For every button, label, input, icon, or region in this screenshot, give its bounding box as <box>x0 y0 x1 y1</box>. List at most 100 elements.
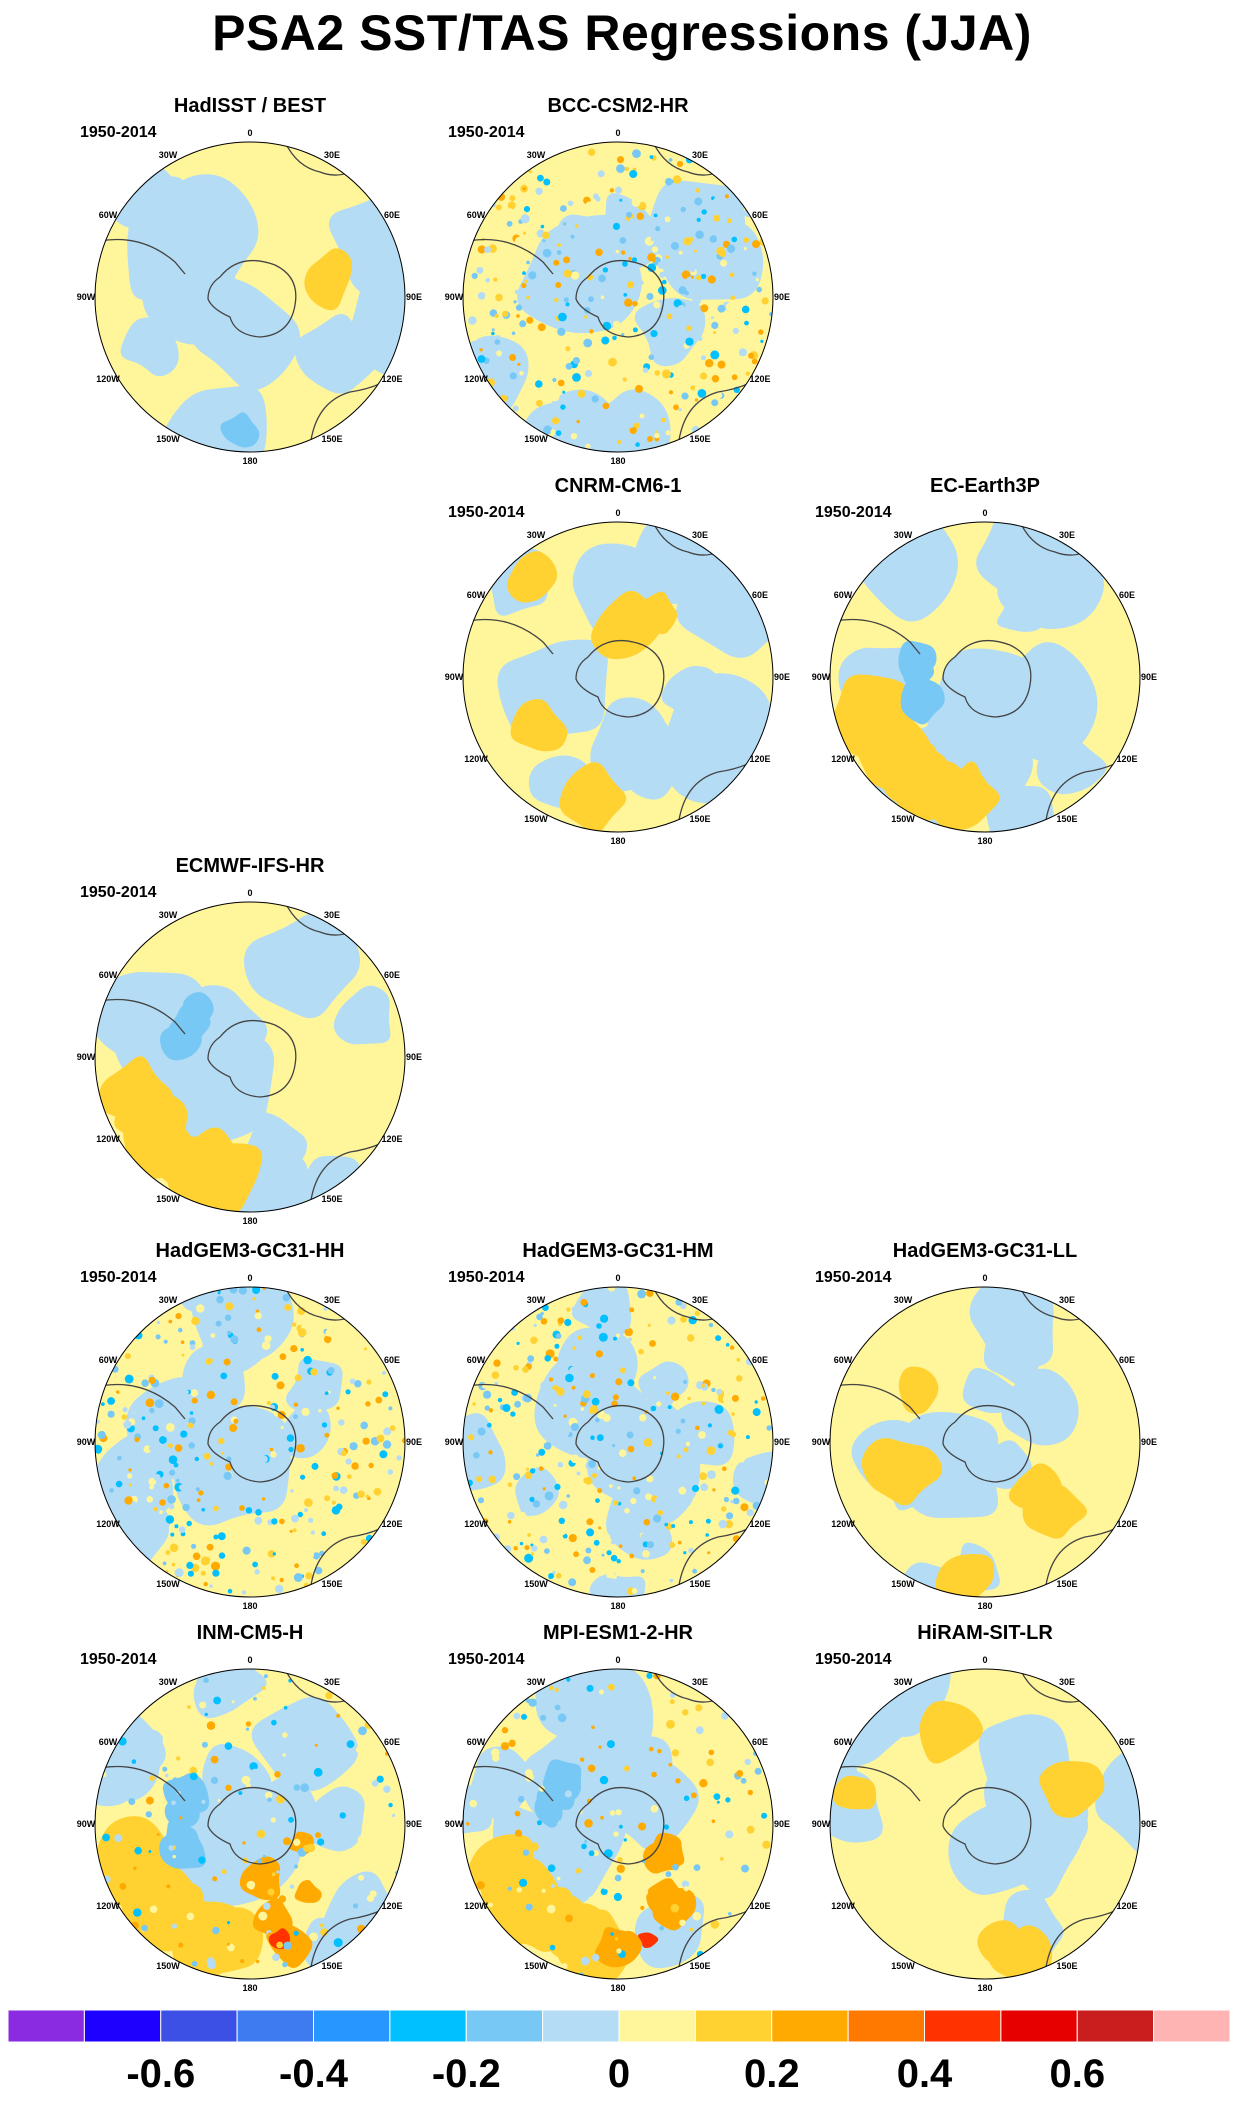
anomaly-speckle <box>637 1289 646 1299</box>
colorbar-swatch <box>847 2010 926 2043</box>
anomaly-speckle <box>568 1578 577 1587</box>
anomaly-speckle <box>586 1528 595 1537</box>
anomaly-speckle <box>695 230 704 239</box>
anomaly-speckle <box>655 1497 663 1505</box>
anomaly-speckle <box>666 1719 675 1729</box>
anomaly-speckle <box>705 1518 711 1524</box>
anomaly-speckle <box>201 1799 206 1804</box>
anomaly-speckle <box>179 1889 183 1893</box>
longitude-label: 60W <box>834 590 853 600</box>
anomaly-speckle <box>705 359 714 368</box>
anomaly-speckle <box>336 1713 341 1718</box>
longitude-label: 60W <box>99 970 118 980</box>
anomaly-speckle <box>700 273 707 280</box>
anomaly-speckle <box>746 1825 755 1834</box>
negative-anomaly-region <box>661 666 722 720</box>
anomaly-speckle <box>526 295 530 300</box>
panel-period: 1950-2014 <box>448 504 525 521</box>
anomaly-speckle <box>586 1838 594 1846</box>
anomaly-speckle <box>685 337 694 346</box>
anomaly-speckle <box>165 1515 175 1524</box>
anomaly-speckle <box>212 1926 220 1935</box>
anomaly-speckle <box>289 1884 295 1889</box>
anomaly-speckle <box>562 390 566 394</box>
antarctica-coastline <box>942 639 1032 718</box>
anomaly-speckle <box>670 1392 680 1401</box>
anomaly-speckle <box>639 1414 647 1422</box>
longitude-label: 30W <box>894 530 913 540</box>
anomaly-speckle <box>524 383 531 390</box>
anomaly-speckle <box>194 1456 199 1462</box>
anomaly-speckle <box>592 1953 600 1962</box>
anomaly-speckle <box>312 1552 320 1560</box>
anomaly-speckle <box>149 1484 154 1490</box>
anomaly-speckle <box>542 1487 546 1491</box>
anomaly-speckle <box>133 1908 142 1917</box>
anomaly-speckle <box>688 1547 694 1554</box>
anomaly-speckle <box>503 1545 512 1553</box>
longitude-label: 90W <box>812 672 831 682</box>
anomaly-speckle <box>684 290 689 296</box>
anomaly-speckle <box>583 1556 591 1565</box>
anomaly-speckle <box>383 1427 392 1436</box>
negative-anomaly-region <box>997 592 1045 632</box>
anomaly-speckle <box>144 1366 150 1372</box>
anomaly-speckle <box>700 372 708 380</box>
anomaly-speckle <box>266 1400 271 1406</box>
longitude-label: 30E <box>324 910 340 920</box>
anomaly-speckle <box>646 1477 652 1483</box>
anomaly-speckle <box>145 1398 155 1408</box>
longitude-label: 150E <box>321 434 342 444</box>
anomaly-speckle <box>613 1500 619 1506</box>
map-panel: HadGEM3-GC31-HH 1950-2014 0 30E 60E 90E 120E 15… <box>60 1240 422 1620</box>
anomaly-speckle <box>216 1295 224 1304</box>
anomaly-speckle <box>497 1397 503 1403</box>
longitude-label: 120E <box>749 374 770 384</box>
anomaly-speckle <box>349 1378 356 1384</box>
anomaly-speckle <box>491 328 495 332</box>
map-panel: HiRAM-SIT-LR 1950-2014 0 30E 60E 90E 120E 150E 1… <box>795 1622 1157 2002</box>
anomaly-speckle <box>270 1817 276 1823</box>
panel-title: HadGEM3-GC31-LL <box>892 1240 1078 1262</box>
anomaly-speckle <box>596 1323 602 1329</box>
anomaly-speckle <box>148 1477 157 1486</box>
anomaly-speckle <box>686 325 692 331</box>
anomaly-speckle <box>606 1740 615 1749</box>
positive-anomaly-region <box>510 698 568 752</box>
anomaly-speckle <box>149 1905 158 1914</box>
anomaly-speckle <box>550 1883 555 1889</box>
longitude-label: 30W <box>159 1677 178 1687</box>
negative-anomaly-region <box>585 1742 699 1852</box>
anomaly-speckle <box>146 1496 154 1503</box>
anomaly-speckle <box>507 1520 512 1524</box>
anomaly-speckle <box>723 1496 729 1503</box>
anomaly-speckle <box>123 1420 132 1429</box>
anomaly-speckle <box>586 274 594 281</box>
anomaly-speckle <box>631 198 641 207</box>
anomaly-speckle <box>509 208 513 212</box>
longitude-label: 30E <box>324 1295 340 1305</box>
longitude-label: 60W <box>834 1737 853 1747</box>
longitude-label: 60E <box>752 210 768 220</box>
anomaly-speckle <box>560 205 567 212</box>
anomaly-speckle <box>507 1511 515 1520</box>
anomaly-speckle <box>696 275 702 281</box>
anomaly-speckle <box>213 1750 218 1754</box>
anomaly-speckle <box>619 198 623 202</box>
anomaly-speckle <box>121 1414 128 1420</box>
anomaly-speckle <box>650 1805 659 1813</box>
anomaly-speckle <box>639 280 644 285</box>
anomaly-speckle <box>217 1532 226 1541</box>
anomaly-speckle <box>683 1795 690 1802</box>
anomaly-speckle <box>230 1398 238 1406</box>
anomaly-speckle <box>668 158 673 162</box>
anomaly-speckle <box>494 339 501 345</box>
anomaly-speckle <box>651 1771 657 1778</box>
anomaly-speckle <box>638 1822 647 1831</box>
anomaly-speckle <box>566 1677 571 1682</box>
longitude-label: 120E <box>749 754 770 764</box>
anomaly-speckle <box>678 408 682 412</box>
anomaly-speckle <box>255 1309 260 1313</box>
anomaly-speckle <box>602 321 612 331</box>
anomaly-speckle <box>618 1531 624 1537</box>
